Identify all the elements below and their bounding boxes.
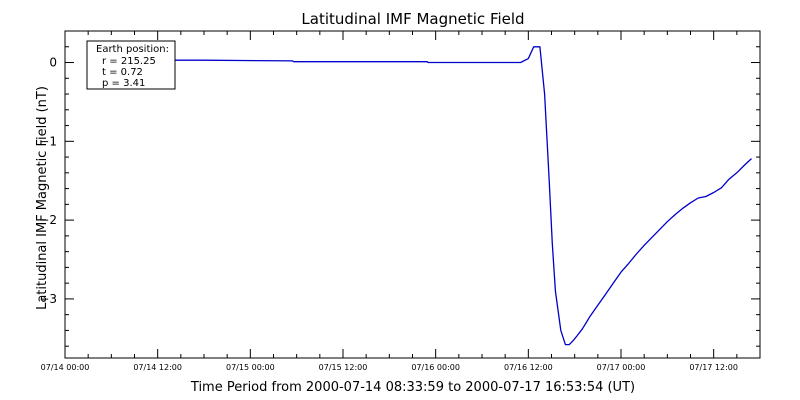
y-tick-label: 0	[49, 56, 57, 70]
x-tick-label: 07/17 00:00	[597, 363, 646, 372]
x-tick-label: 07/15 12:00	[319, 363, 368, 372]
legend-heading: Earth position:	[96, 44, 169, 55]
x-axis-ticks: 07/14 00:00 07/14 12:00 07/15 00:00 07/15 1…	[41, 31, 761, 372]
x-tick-label: 07/16 00:00	[411, 363, 460, 372]
series-line	[131, 46, 752, 346]
y-tick-label: −2	[39, 213, 57, 227]
legend: Earth position: r = 215.25 t = 0.72 p = …	[86, 40, 176, 90]
legend-line-t: t = 0.72	[102, 67, 143, 78]
legend-line-r: r = 215.25	[102, 56, 156, 67]
chart-title: Latitudinal IMF Magnetic Field	[301, 10, 524, 28]
x-tick-label: 07/15 00:00	[226, 363, 275, 372]
y-tick-label: −3	[39, 292, 57, 306]
x-tick-label: 07/14 00:00	[41, 363, 90, 372]
y-axis-ticks: 0 −1 −2 −3	[39, 30, 760, 347]
legend-box	[86, 40, 176, 90]
y-axis-label: Latitudinal IMF Magnetic Field (nT)	[35, 86, 50, 310]
legend-line-p: p = 3.41	[102, 78, 145, 89]
x-tick-label: 07/14 12:00	[133, 363, 182, 372]
x-tick-label: 07/16 12:00	[504, 363, 553, 372]
series-layer	[131, 46, 752, 346]
y-tick-label: −1	[39, 134, 57, 148]
x-tick-label: 07/17 12:00	[689, 363, 738, 372]
x-axis-label: Time Period from 2000-07-14 08:33:59 to …	[190, 380, 635, 395]
